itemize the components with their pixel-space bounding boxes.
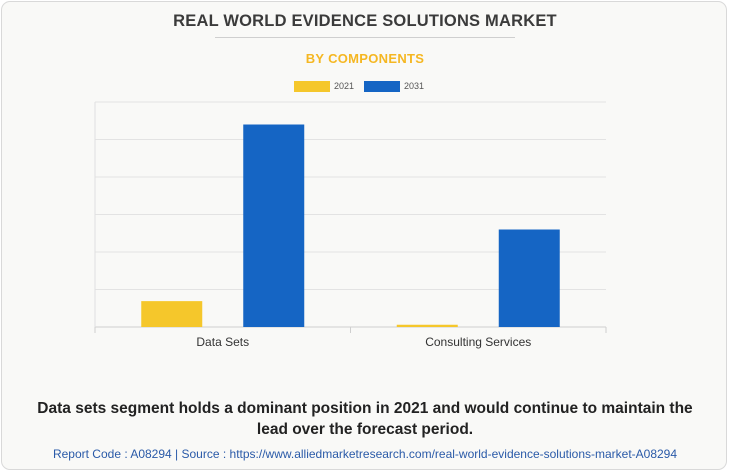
legend-swatch-2031 — [364, 81, 400, 92]
chart-subtitle: BY COMPONENTS — [305, 51, 425, 66]
x-tick-label: Consulting Services — [425, 335, 531, 349]
legend-label-2021: 2021 — [334, 81, 355, 91]
source-line: Report Code : A08294 | Source : https://… — [52, 447, 678, 461]
x-tick-label: Data Sets — [196, 335, 249, 349]
legend-label-2031: 2031 — [404, 81, 425, 91]
legend-swatch-2021 — [294, 81, 330, 92]
bar-2031-consulting-services — [498, 229, 560, 327]
legend: 2021 2031 — [0, 80, 730, 94]
title-divider — [215, 37, 515, 38]
gridlines — [94, 101, 606, 328]
chart-description: Data sets segment holds a dominant posit… — [37, 400, 693, 438]
chart-title: REAL WORLD EVIDENCE SOLUTIONS MARKET — [173, 12, 557, 30]
bars — [141, 124, 560, 327]
bar-2021-data-sets — [141, 301, 203, 327]
bar-2021-consulting-services — [396, 324, 458, 327]
bar-2031-data-sets — [243, 124, 305, 327]
x-axis: Data Sets Consulting Services — [94, 327, 607, 349]
